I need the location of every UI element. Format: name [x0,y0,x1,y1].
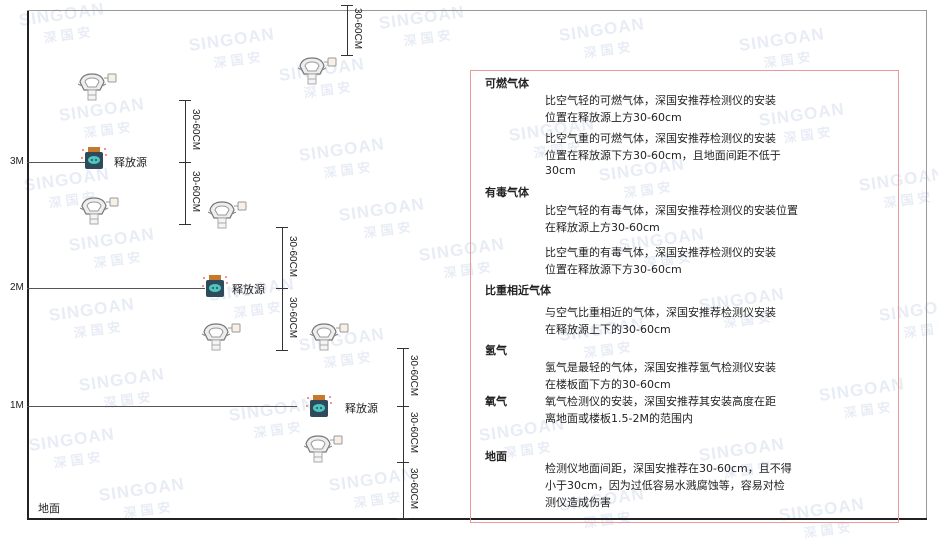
combustible-text-line: 比空气轻的可燃气体，深国安推荐检测仪的安装 [545,94,776,107]
hydrogen-text-line: 氢气是最轻的气体，深国安推荐氢气检测仪安装 [545,361,776,374]
dimension-label: 30-60CM [408,412,419,454]
combustible-heading: 可燃气体 [485,77,529,90]
gas-source-icon [81,146,107,174]
dimension-line [403,348,404,406]
ground-text-line: 测仪造成伤害 [545,496,611,509]
similar-text-line: 在释放源上下的30-60cm [545,323,671,336]
guidance-panel [470,70,899,523]
dimension-label: 30-60CM [190,171,201,213]
oxygen-text-line: 氧气检测仪的安装，深国安推荐其安装高度在距 [545,395,776,408]
dimension-tick [276,227,288,228]
dimension-tick [397,348,409,349]
toxic-heading: 有毒气体 [485,186,529,199]
dimension-tick [397,406,409,407]
dimension-line [403,406,404,462]
similar-text-line: 与空气比重相近的气体，深国安推荐检测仪安装 [545,306,776,319]
ground-heading: 地面 [485,450,507,463]
source-label-1m: 释放源 [345,402,378,415]
gas-detector-icon [302,434,344,468]
floor-line [27,518,927,520]
dimension-line [185,100,186,162]
dimension-line [282,288,283,350]
hydrogen-text-line: 在楼板面下方的30-60cm [545,378,671,391]
dimension-label: 30-60CM [408,355,419,397]
level-2m-line [27,288,205,289]
oxygen-text-line: 离地面或楼板1.5-2M的范围内 [545,412,693,425]
level-1m-label: 1M [10,400,24,411]
level-1m-line [27,406,297,407]
source-label-2m: 释放源 [232,283,265,296]
combustible-text-line: 比空气重的可燃气体，深国安推荐检测仪的安装 [545,132,776,145]
toxic-text-line: 比空气重的有毒气体，深国安推荐检测仪的安装 [545,246,776,259]
dimension-label: 30-60CM [287,297,298,339]
combustible-text-line: 位置在释放源上方30-60cm [545,111,682,124]
wall-line [27,10,29,519]
gas-source-icon [306,394,332,422]
dimension-label: 30-60CM [408,468,419,510]
gas-detector-icon [296,56,338,90]
dimension-line [282,227,283,288]
combustible-text-line: 位置在释放源下方30-60cm，且地面间距不低于 [545,149,781,162]
dimension-label: 30-60CM [352,8,363,50]
gas-detector-icon [200,322,242,356]
dimension-tick [397,518,409,519]
dimension-tick [179,100,191,101]
dimension-label: 30-60CM [287,235,298,277]
right-border [926,10,927,519]
level-3m-label: 3M [10,156,24,167]
gas-source-icon [202,274,228,302]
dimension-label: 30-60CM [190,109,201,151]
gas-detector-icon [308,322,350,356]
dimension-tick [341,5,353,6]
dimension-tick [276,350,288,351]
ground-text-line: 检测仪地面间距，深国安推荐在30-60cm，且不得 [545,462,792,475]
ground-text-line: 小于30cm，因为过低容易水溅腐蚀等，容易对检 [545,479,785,492]
combustible-text-line: 30cm [545,164,576,177]
dimension-line [185,162,186,224]
level-2m-label: 2M [10,282,24,293]
dimension-tick [276,288,288,289]
ceiling-line [27,10,927,11]
oxygen-heading: 氧气 [485,395,507,408]
source-label-3m: 释放源 [114,156,147,169]
hydrogen-heading: 氢气 [485,344,507,357]
level-3m-line [27,162,85,163]
ground-label: 地面 [38,503,60,515]
gas-detector-icon [206,200,248,234]
toxic-text-line: 比空气轻的有毒气体，深国安推荐检测仪的安装位置 [545,204,798,217]
toxic-text-line: 位置在释放源下方30-60cm [545,263,682,276]
dimension-tick [397,462,409,463]
dimension-line [347,5,348,55]
toxic-text-line: 在释放源上方30-60cm [545,221,660,234]
similar-heading: 比重相近气体 [485,284,551,297]
gas-detector-icon [76,72,118,106]
dimension-tick [179,162,191,163]
dimension-tick [179,224,191,225]
dimension-line [403,462,404,518]
gas-detector-icon [78,196,120,230]
dimension-tick [341,55,353,56]
